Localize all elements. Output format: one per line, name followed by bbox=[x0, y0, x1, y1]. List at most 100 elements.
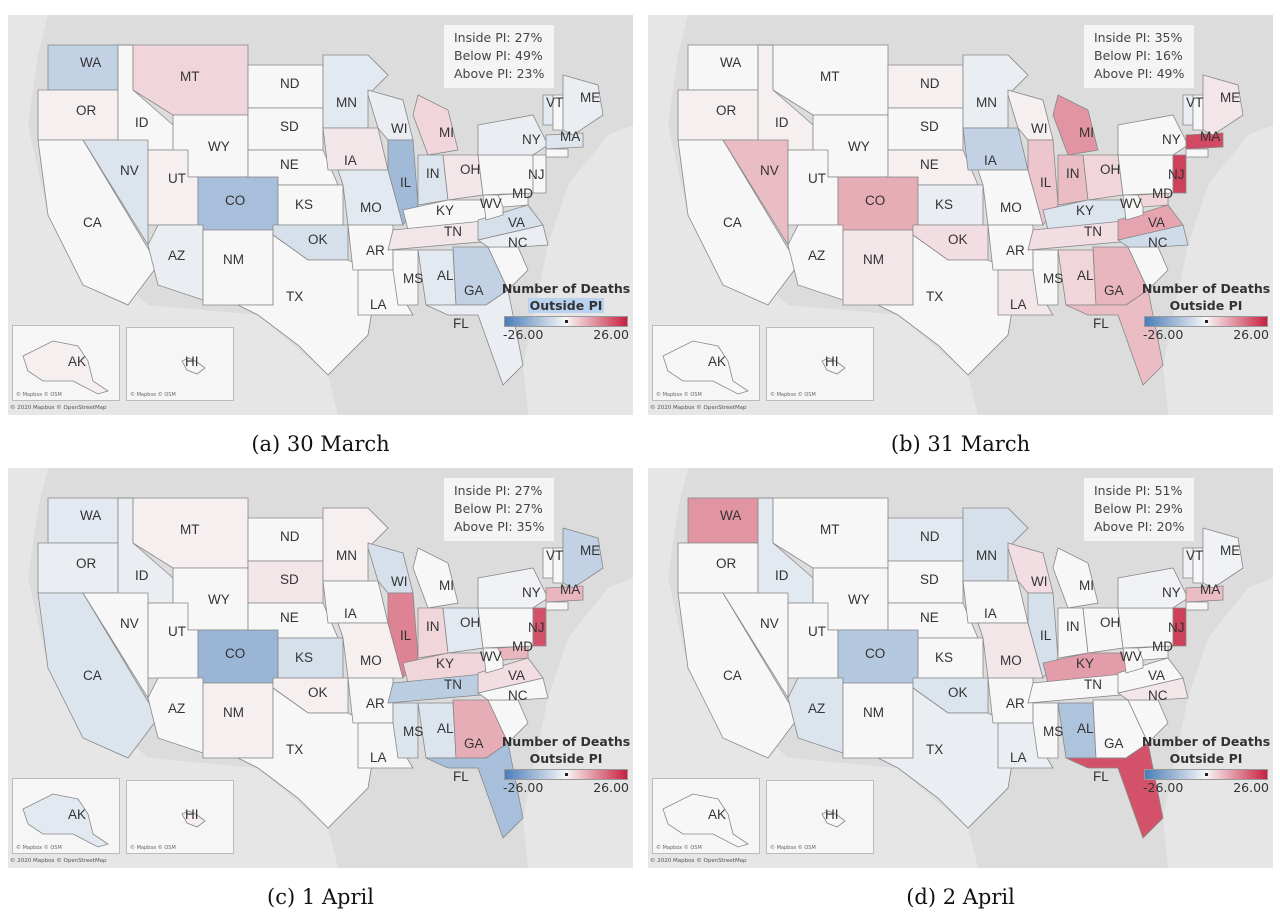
state-ny[interactable] bbox=[1117, 567, 1189, 609]
inset-hi: HI © Mapbox © OSM bbox=[766, 780, 874, 854]
state-label-id: ID bbox=[135, 115, 149, 130]
state-nj[interactable] bbox=[1172, 607, 1187, 647]
state-ny[interactable] bbox=[477, 567, 549, 609]
state-ms[interactable] bbox=[392, 702, 419, 759]
state-label-ut: UT bbox=[168, 624, 186, 639]
state-mi[interactable] bbox=[1052, 547, 1099, 609]
state-fl[interactable] bbox=[1065, 289, 1164, 386]
legend-gradient-bar bbox=[504, 769, 628, 780]
legend-zero-marker bbox=[1205, 320, 1208, 323]
pi-stat-inside: Inside PI: 35% bbox=[1094, 30, 1183, 45]
state-ct[interactable] bbox=[1185, 148, 1209, 158]
state-nm[interactable] bbox=[842, 229, 914, 306]
state-ak[interactable] bbox=[662, 793, 749, 848]
state-az[interactable] bbox=[787, 224, 844, 301]
state-az[interactable] bbox=[147, 224, 204, 301]
state-label-sd: SD bbox=[280, 119, 299, 134]
state-label-ia: IA bbox=[984, 153, 997, 168]
state-mi[interactable] bbox=[412, 547, 459, 609]
state-label-mn: MN bbox=[976, 548, 997, 563]
state-tx[interactable] bbox=[877, 234, 1019, 376]
state-label-wi: WI bbox=[1031, 121, 1048, 136]
state-nm[interactable] bbox=[202, 682, 274, 759]
state-label-oh: OH bbox=[1100, 615, 1120, 630]
state-label-nd: ND bbox=[920, 76, 940, 91]
state-label-in: IN bbox=[1066, 619, 1080, 634]
state-label-tn: TN bbox=[1084, 677, 1102, 692]
state-label-id: ID bbox=[775, 115, 789, 130]
state-nj[interactable] bbox=[532, 154, 547, 194]
state-nj[interactable] bbox=[532, 607, 547, 647]
state-ak[interactable] bbox=[22, 340, 109, 395]
inset-ak: AK © Mapbox © OSM bbox=[12, 778, 120, 854]
state-hi[interactable] bbox=[821, 357, 846, 375]
state-label-mt: MT bbox=[820, 69, 840, 84]
state-az[interactable] bbox=[787, 677, 844, 754]
state-label-wy: WY bbox=[208, 139, 230, 154]
state-label-la: LA bbox=[1010, 297, 1027, 312]
state-ny[interactable] bbox=[1117, 114, 1189, 156]
state-label-wa: WA bbox=[720, 508, 741, 523]
state-va[interactable] bbox=[1117, 204, 1184, 241]
state-label-il: IL bbox=[400, 628, 412, 643]
state-mi[interactable] bbox=[412, 94, 459, 156]
state-label-wv: WV bbox=[480, 649, 502, 664]
state-nm[interactable] bbox=[842, 682, 914, 759]
state-label-ar: AR bbox=[366, 696, 385, 711]
state-label-ak: AK bbox=[708, 354, 726, 369]
state-ms[interactable] bbox=[1032, 249, 1059, 306]
state-label-ak: AK bbox=[68, 354, 86, 369]
state-fl[interactable] bbox=[425, 289, 524, 386]
state-label-md: MD bbox=[512, 639, 533, 654]
state-label-tx: TX bbox=[926, 742, 943, 757]
state-ak[interactable] bbox=[22, 793, 109, 848]
state-ct[interactable] bbox=[545, 601, 569, 611]
pi-stat-inside: Inside PI: 27% bbox=[454, 483, 543, 498]
state-ct[interactable] bbox=[1185, 601, 1209, 611]
state-tx[interactable] bbox=[237, 687, 379, 829]
state-me[interactable] bbox=[1202, 527, 1244, 589]
state-me[interactable] bbox=[562, 74, 604, 136]
state-az[interactable] bbox=[147, 677, 204, 754]
state-ak[interactable] bbox=[662, 340, 749, 395]
state-ny[interactable] bbox=[477, 114, 549, 156]
us-choropleth-map: WA OR CA ID NV MT WY UT CO AZ NM ND SD NE KS OK TX MN IA MO… bbox=[648, 15, 1273, 415]
state-va[interactable] bbox=[1117, 657, 1184, 694]
state-label-la: LA bbox=[370, 297, 387, 312]
state-va[interactable] bbox=[477, 657, 544, 694]
state-tx[interactable] bbox=[237, 234, 379, 376]
state-nm[interactable] bbox=[202, 229, 274, 306]
panel-caption: (b) 31 March bbox=[890, 432, 1031, 456]
state-va[interactable] bbox=[477, 204, 544, 241]
state-label-wa: WA bbox=[80, 508, 101, 523]
pi-stat-below: Below PI: 29% bbox=[1094, 501, 1183, 516]
state-tx[interactable] bbox=[877, 687, 1019, 829]
pi-stat-above: Above PI: 35% bbox=[454, 519, 545, 534]
state-label-nv: NV bbox=[760, 616, 779, 631]
state-ms[interactable] bbox=[1032, 702, 1059, 759]
state-me[interactable] bbox=[562, 527, 604, 589]
state-wv[interactable] bbox=[1122, 194, 1144, 221]
state-wv[interactable] bbox=[482, 647, 504, 674]
state-ms[interactable] bbox=[392, 249, 419, 306]
state-fl[interactable] bbox=[1065, 742, 1164, 839]
state-hi[interactable] bbox=[821, 810, 846, 828]
state-label-vt: VT bbox=[546, 95, 563, 110]
pi-stats-box: Inside PI: 35% Below PI: 16% Above PI: 49% bbox=[1084, 25, 1195, 88]
state-label-wy: WY bbox=[208, 592, 230, 607]
state-wv[interactable] bbox=[482, 194, 504, 221]
basemap-ocean-east bbox=[1163, 578, 1273, 868]
state-me[interactable] bbox=[1202, 74, 1244, 136]
state-fl[interactable] bbox=[425, 742, 524, 839]
state-label-wa: WA bbox=[720, 55, 741, 70]
state-nj[interactable] bbox=[1172, 154, 1187, 194]
state-label-ak: AK bbox=[68, 807, 86, 822]
state-wv[interactable] bbox=[1122, 647, 1144, 674]
state-label-mn: MN bbox=[336, 95, 357, 110]
state-label-sd: SD bbox=[920, 572, 939, 587]
state-label-wy: WY bbox=[848, 139, 870, 154]
state-mi[interactable] bbox=[1052, 94, 1099, 156]
state-hi[interactable] bbox=[181, 357, 206, 375]
state-ct[interactable] bbox=[545, 148, 569, 158]
state-hi[interactable] bbox=[181, 810, 206, 828]
